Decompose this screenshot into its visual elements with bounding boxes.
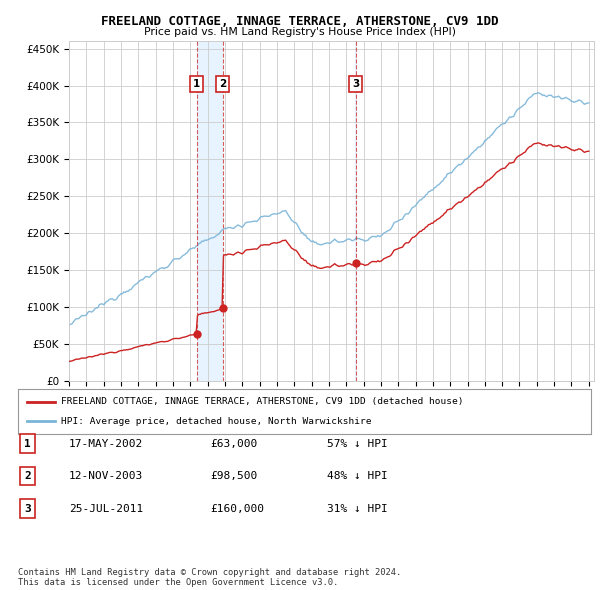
Text: 1: 1 bbox=[193, 78, 200, 88]
Text: Price paid vs. HM Land Registry's House Price Index (HPI): Price paid vs. HM Land Registry's House … bbox=[144, 27, 456, 37]
Text: £98,500: £98,500 bbox=[210, 471, 257, 481]
Text: 25-JUL-2011: 25-JUL-2011 bbox=[69, 504, 143, 513]
Text: £63,000: £63,000 bbox=[210, 439, 257, 448]
Text: 17-MAY-2002: 17-MAY-2002 bbox=[69, 439, 143, 448]
Text: 12-NOV-2003: 12-NOV-2003 bbox=[69, 471, 143, 481]
Bar bbox=[355, 41, 357, 381]
Text: 1: 1 bbox=[24, 439, 31, 448]
Text: FREELAND COTTAGE, INNAGE TERRACE, ATHERSTONE, CV9 1DD: FREELAND COTTAGE, INNAGE TERRACE, ATHERS… bbox=[101, 15, 499, 28]
Text: £160,000: £160,000 bbox=[210, 504, 264, 513]
Text: 31% ↓ HPI: 31% ↓ HPI bbox=[327, 504, 388, 513]
Text: HPI: Average price, detached house, North Warwickshire: HPI: Average price, detached house, Nort… bbox=[61, 417, 371, 426]
Text: 2: 2 bbox=[219, 78, 226, 88]
Bar bbox=[197, 41, 223, 381]
Text: FREELAND COTTAGE, INNAGE TERRACE, ATHERSTONE, CV9 1DD (detached house): FREELAND COTTAGE, INNAGE TERRACE, ATHERS… bbox=[61, 397, 463, 407]
Text: 3: 3 bbox=[352, 78, 359, 88]
Text: Contains HM Land Registry data © Crown copyright and database right 2024.
This d: Contains HM Land Registry data © Crown c… bbox=[18, 568, 401, 587]
Text: 57% ↓ HPI: 57% ↓ HPI bbox=[327, 439, 388, 448]
Text: 48% ↓ HPI: 48% ↓ HPI bbox=[327, 471, 388, 481]
Text: 3: 3 bbox=[24, 504, 31, 513]
Text: 2: 2 bbox=[24, 471, 31, 481]
